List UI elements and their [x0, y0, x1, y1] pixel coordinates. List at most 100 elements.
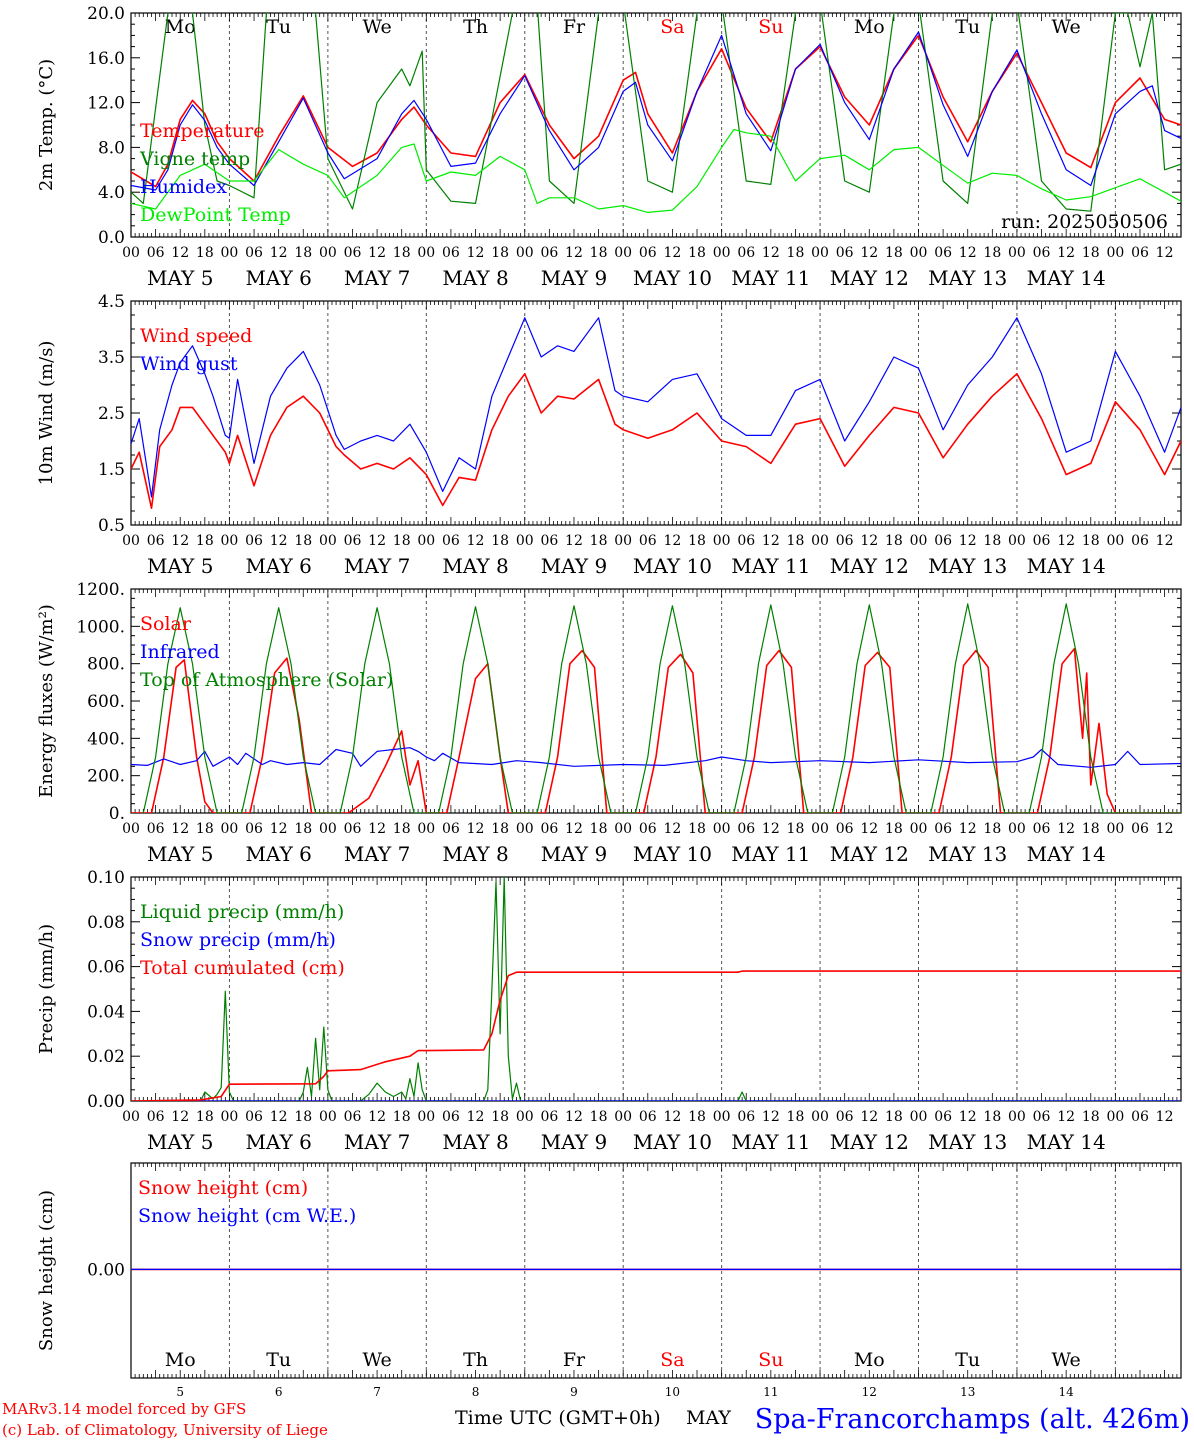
- hour-tick-label: 12: [762, 533, 780, 549]
- hour-tick-label: 12: [1057, 1109, 1075, 1125]
- day-abbr-label: We: [362, 16, 391, 38]
- hour-tick-label: 06: [737, 245, 755, 261]
- hour-tick-label: 06: [639, 821, 657, 837]
- hour-tick-label: 12: [171, 245, 189, 261]
- hour-tick-label: 00: [516, 821, 534, 837]
- hour-tick-label: 06: [344, 245, 362, 261]
- hour-tick-label: 00: [713, 1109, 731, 1125]
- hour-tick-label: 12: [368, 821, 386, 837]
- date-label: MAY 12: [830, 1130, 909, 1154]
- date-label: MAY 10: [633, 266, 712, 290]
- hour-tick-label: 18: [885, 821, 903, 837]
- y-axis-label: Snow height (cm): [36, 1190, 57, 1351]
- hour-tick-label: 00: [319, 1109, 337, 1125]
- credit-line-1: MARv3.14 model forced by GFS: [2, 1400, 246, 1418]
- date-label: MAY 10: [633, 842, 712, 866]
- hour-tick-label: 06: [1131, 1109, 1149, 1125]
- hour-tick-label: 12: [1057, 821, 1075, 837]
- hour-tick-label: 18: [196, 245, 214, 261]
- hour-tick-label: 18: [393, 821, 411, 837]
- hour-tick-label: 18: [590, 245, 608, 261]
- date-label: MAY 11: [731, 266, 810, 290]
- hour-tick-label: 06: [639, 1109, 657, 1125]
- hour-tick-label: 12: [1156, 1109, 1174, 1125]
- date-label: MAY 5: [147, 554, 213, 578]
- hour-tick-label: 12: [959, 533, 977, 549]
- hour-tick-label: 06: [1033, 245, 1051, 261]
- date-label: MAY 12: [830, 842, 909, 866]
- hour-tick-label: 18: [196, 533, 214, 549]
- hour-tick-label: 06: [1033, 1109, 1051, 1125]
- hour-tick-label: 06: [639, 245, 657, 261]
- hour-tick-label: 12: [762, 1109, 780, 1125]
- series-line-3: [131, 970, 1181, 1101]
- date-label: MAY 6: [245, 554, 311, 578]
- day-abbr-label: Su: [758, 1349, 783, 1371]
- day-abbr-label: We: [1052, 16, 1081, 38]
- day-abbr-label: Th: [463, 1349, 488, 1371]
- hour-tick-label: 00: [516, 245, 534, 261]
- hour-tick-label: 18: [787, 245, 805, 261]
- hour-tick-label: 00: [910, 1109, 928, 1125]
- hour-tick-label: 06: [442, 1109, 460, 1125]
- date-label: MAY 9: [541, 1130, 607, 1154]
- date-label: MAY 7: [344, 842, 410, 866]
- y-axis-label: Energy fluxes (W/m²): [36, 604, 57, 798]
- hour-tick-label: 12: [270, 821, 288, 837]
- day-abbr-label: Fr: [563, 16, 586, 38]
- series-line-3: [142, 603, 1181, 813]
- y-tick-label: 0.06: [87, 958, 125, 978]
- y-tick-label: 0.02: [87, 1047, 125, 1067]
- day-number-label: 5: [176, 1385, 184, 1399]
- y-tick-label: 800.: [87, 655, 125, 675]
- date-label: MAY 6: [245, 1130, 311, 1154]
- hour-tick-label: 06: [1033, 821, 1051, 837]
- hour-tick-label: 06: [245, 821, 263, 837]
- hour-tick-label: 12: [565, 245, 583, 261]
- y-tick-label: 16.0: [87, 49, 125, 69]
- series-line-4: [131, 128, 1181, 213]
- hour-tick-label: 00: [417, 821, 435, 837]
- hour-tick-label: 00: [614, 533, 632, 549]
- date-label: MAY 8: [442, 266, 508, 290]
- hour-tick-label: 06: [540, 533, 558, 549]
- day-abbr-label: Mo: [854, 16, 885, 38]
- date-label: MAY 13: [928, 842, 1007, 866]
- hour-tick-label: 00: [713, 821, 731, 837]
- plot-frame: [130, 588, 1182, 814]
- hour-tick-label: 12: [565, 1109, 583, 1125]
- legend-entry: Snow height (cm W.E.): [138, 1205, 356, 1227]
- legend-entry: Wind gust: [140, 353, 238, 375]
- date-label: MAY 5: [147, 842, 213, 866]
- hour-tick-label: 00: [811, 821, 829, 837]
- hour-tick-label: 12: [1156, 245, 1174, 261]
- hour-tick-label: 06: [442, 245, 460, 261]
- hour-tick-label: 12: [368, 1109, 386, 1125]
- hour-tick-label: 12: [762, 821, 780, 837]
- credit-line-2: (c) Lab. of Climatology, University of L…: [2, 1421, 328, 1439]
- hour-tick-label: 12: [171, 533, 189, 549]
- hour-tick-label: 06: [540, 821, 558, 837]
- hour-tick-label: 12: [368, 533, 386, 549]
- legend-entry: Snow precip (mm/h): [140, 929, 336, 951]
- y-tick-label: 8.0: [98, 138, 125, 158]
- hour-tick-label: 18: [983, 533, 1001, 549]
- hour-tick-label: 12: [565, 821, 583, 837]
- y-tick-label: 0.08: [87, 913, 125, 933]
- day-abbr-label: Sa: [660, 16, 684, 38]
- hour-tick-label: 18: [885, 245, 903, 261]
- day-abbr-label: Fr: [563, 1349, 586, 1371]
- hour-tick-label: 18: [196, 821, 214, 837]
- hour-tick-label: 00: [221, 533, 239, 549]
- hour-tick-label: 12: [368, 245, 386, 261]
- hour-tick-label: 00: [1106, 1109, 1124, 1125]
- hour-tick-label: 18: [885, 1109, 903, 1125]
- date-label: MAY 8: [442, 1130, 508, 1154]
- date-label: MAY 6: [245, 842, 311, 866]
- y-tick-label: 1000.: [76, 617, 125, 637]
- hour-tick-label: 18: [294, 1109, 312, 1125]
- hour-tick-label: 12: [663, 245, 681, 261]
- hour-tick-label: 06: [934, 533, 952, 549]
- y-tick-label: 2.5: [98, 404, 125, 424]
- hour-tick-label: 00: [516, 1109, 534, 1125]
